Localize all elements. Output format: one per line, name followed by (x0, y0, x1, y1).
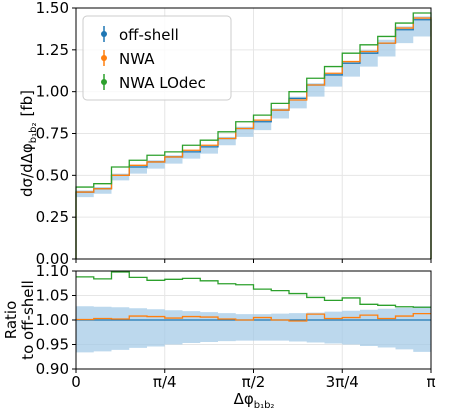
ratio-ytick-label-2: 1.00 (36, 311, 69, 329)
main-ylabel-unit: [fb] (18, 90, 36, 117)
legend-entry-nwa: NWA (101, 50, 155, 68)
legend-marker-off-shell (101, 31, 107, 37)
main-series-nwa-lodec (75, 12, 432, 259)
xtick-label-1: π/4 (153, 373, 177, 391)
ratio-ytick-label-4: 1.10 (36, 262, 69, 280)
main-ytick-label-4: 1.00 (36, 83, 69, 101)
ratio-ytick-label-3: 1.05 (36, 287, 69, 305)
main-ytick-label-2: 0.50 (36, 166, 69, 184)
svg-text:dσ/dΔφb₁b₂[fb]: dσ/dΔφb₁b₂ [fb] (18, 90, 39, 197)
main-ylabel-main: dσ/dΔφ (18, 143, 36, 197)
ratio-ylabel-line1: Ratio (2, 301, 20, 340)
main-series-lines (75, 12, 432, 259)
main-ytick-label-5: 1.25 (36, 41, 69, 59)
x-ticks: 0 π/4 π/2 3π/4 π (71, 369, 436, 391)
ratio-y-axis-label: Ratio to off-shell (2, 280, 37, 360)
main-ylabel-sub: b₁b₂ (28, 123, 39, 144)
xtick-label-0: 0 (71, 373, 81, 391)
main-ytick-label-3: 0.75 (36, 125, 69, 143)
legend-label-off-shell: off-shell (119, 26, 179, 44)
legend-box (82, 15, 232, 101)
main-panel: 0.00 0.25 0.50 0.75 1.00 1.25 1.50 off-shell N… (18, 0, 432, 268)
ratio-series-nwa-lodec (76, 271, 431, 308)
main-y-axis-label: dσ/dΔφb₁b₂ [fb] (18, 90, 39, 197)
xtick-label-4: π (426, 373, 435, 391)
ratio-panel: 0.900.951.001.051.10 Ratio to off-shell … (2, 262, 436, 411)
legend-marker-nwa (101, 55, 107, 61)
xlabel-sub: b₁b₂ (254, 400, 275, 411)
legend: off-shell NWA NWA LOdec (82, 15, 232, 101)
x-axis-label: Δφb₁b₂ (234, 390, 275, 411)
ratio-ytick-label-0: 0.90 (36, 360, 69, 378)
main-ytick-label-0: 0.00 (36, 250, 69, 268)
legend-entry-off-shell: off-shell (101, 26, 179, 44)
legend-entry-nwa-lodec: NWA LOdec (101, 74, 206, 92)
ratio-series-lines (76, 271, 431, 322)
legend-label-nwa: NWA (119, 50, 155, 68)
main-axes-frame (75, 7, 432, 260)
ratio-ylabel-line2: to off-shell (19, 280, 37, 360)
ratio-y-ticks: 0.90 0.95 1.00 1.05 1.10 (36, 262, 76, 378)
legend-marker-nwa-lodec (101, 79, 107, 85)
ratio-series-nwa (76, 312, 431, 322)
main-y-ticks: 0.00 0.25 0.50 0.75 1.00 1.25 1.50 (36, 0, 432, 268)
legend-label-nwa-lodec: NWA LOdec (119, 74, 206, 92)
main-ytick-label-1: 0.25 (36, 208, 69, 226)
ratio-ytick-label-1: 0.95 (36, 336, 69, 354)
xtick-label-3: 3π/4 (326, 373, 359, 391)
xtick-label-2: π/2 (242, 373, 266, 391)
xlabel-main: Δφ (234, 390, 254, 408)
main-ytick-label-6: 1.50 (36, 0, 69, 17)
